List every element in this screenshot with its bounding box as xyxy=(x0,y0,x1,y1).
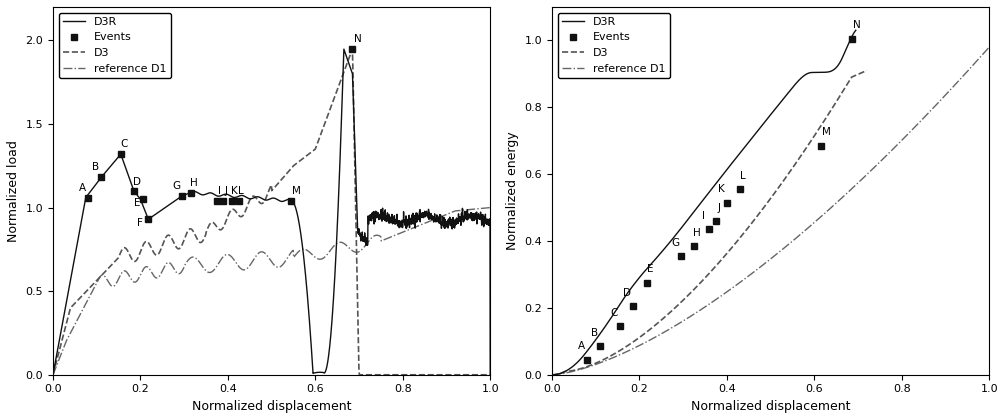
Legend: D3R, Events, D3, reference D1: D3R, Events, D3, reference D1 xyxy=(58,13,171,78)
Text: I: I xyxy=(218,186,221,196)
Text: E: E xyxy=(646,265,653,274)
Text: G: G xyxy=(671,238,679,248)
Text: J: J xyxy=(718,202,721,213)
Text: N: N xyxy=(354,34,362,44)
Text: K: K xyxy=(718,184,725,194)
Text: B: B xyxy=(91,163,98,173)
Text: C: C xyxy=(610,308,618,318)
Text: E: E xyxy=(134,198,140,208)
Text: L: L xyxy=(740,171,746,181)
Text: A: A xyxy=(578,341,585,352)
Legend: D3R, Events, D3, reference D1: D3R, Events, D3, reference D1 xyxy=(558,13,670,78)
Text: M: M xyxy=(292,186,300,196)
X-axis label: Normalized displacement: Normalized displacement xyxy=(192,400,352,413)
Text: L: L xyxy=(238,186,244,196)
Text: D: D xyxy=(134,177,142,186)
Text: A: A xyxy=(79,183,86,192)
Text: B: B xyxy=(591,328,598,338)
Text: I: I xyxy=(702,211,706,221)
Y-axis label: Normalized load: Normalized load xyxy=(7,140,20,242)
Text: G: G xyxy=(172,181,180,191)
X-axis label: Normalized displacement: Normalized displacement xyxy=(690,400,850,413)
Text: K: K xyxy=(231,186,238,196)
Text: C: C xyxy=(121,139,128,149)
Text: F: F xyxy=(138,218,144,228)
Text: M: M xyxy=(822,127,830,137)
Text: D: D xyxy=(623,288,631,298)
Text: J: J xyxy=(224,186,227,196)
Y-axis label: Normalized energy: Normalized energy xyxy=(506,131,519,250)
Text: H: H xyxy=(190,178,198,187)
Text: H: H xyxy=(692,228,700,238)
Text: N: N xyxy=(853,20,860,30)
